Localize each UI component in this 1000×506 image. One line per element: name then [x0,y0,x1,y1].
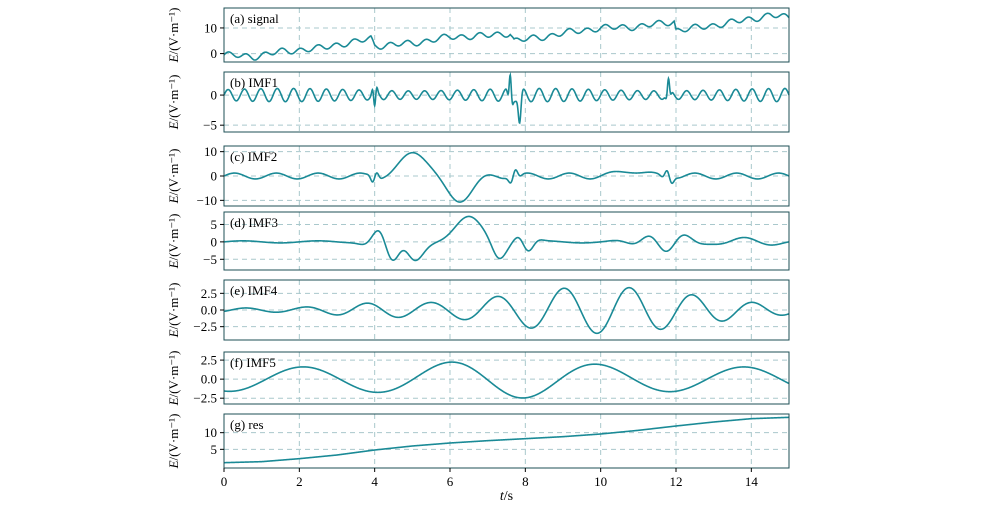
y-axis-label-unit: /(V·m⁻¹) [166,214,181,261]
axes-frame [223,413,790,469]
y-tick-label: 0.0 [201,303,217,318]
panel-label: (b) IMF1 [230,75,278,90]
series-line-imf2 [223,151,790,203]
axes-frame [223,351,790,405]
y-axis-label-unit: /(V·m⁻¹) [166,283,181,330]
panel-label: (d) IMF3 [230,215,278,230]
panel-1: 0 10 (a) signal E/(V·m⁻¹) [166,7,790,64]
y-tick-label: 10 [204,144,217,159]
y-axis-label: E/(V·m⁻¹) [166,351,181,407]
y-tick-label: −2.5 [193,319,217,334]
y-axis-label-var: E [166,195,181,204]
panel-label: (a) signal [230,11,279,26]
panel-4: 5 0 −5 (d) IMF3 E/(V·m⁻¹) [166,211,790,271]
y-tick-label: 2.5 [201,286,217,301]
x-tick-label: 2 [296,474,303,489]
y-tick-label: 0 [211,234,218,249]
y-axis-label-unit: /(V·m⁻¹) [166,149,181,196]
series-line-imf5 [223,361,790,399]
y-tick-label: 0 [211,88,218,103]
y-axis-label-var: E [166,54,181,63]
panel-3: 10 0 −10 (c) IMF2 E/(V·m⁻¹) [166,144,790,208]
panel-label: (c) IMF2 [230,149,277,164]
y-axis-label-var: E [166,329,181,338]
y-tick-label: −5 [203,252,217,267]
x-tick-label: 4 [371,474,378,489]
series-line-imf3 [223,215,790,262]
panel-label: (f) IMF5 [230,355,276,370]
x-axis-label-unit: /s [504,489,513,504]
panel-label: (g) res [230,417,264,432]
y-tick-label: −10 [197,193,217,208]
y-tick-label: 5 [211,442,218,457]
y-tick-label: 10 [204,425,217,440]
y-axis-label: E/(V·m⁻¹) [166,75,181,131]
series-line-imf1 [223,71,790,125]
y-tick-label: 10 [204,20,217,35]
y-axis-label: E/(V·m⁻¹) [166,283,181,339]
y-axis-label: E/(V·m⁻¹) [166,149,181,205]
y-tick-label: 5 [211,217,218,232]
x-tick-label: 10 [594,474,607,489]
y-tick-label: 0.0 [201,372,217,387]
series-line-res [223,416,790,464]
panel-label: (e) IMF4 [230,283,278,298]
panel-6: 2.5 0.0 −2.5 (f) IMF5 E/(V·m⁻¹) [166,351,790,407]
y-tick-label: 2.5 [201,353,217,368]
axes-frame [223,211,790,271]
x-tick-label: 0 [221,474,228,489]
y-axis-label: E/(V·m⁻¹) [166,414,181,470]
x-axis-label-var: t [500,489,505,504]
y-axis-label-unit: /(V·m⁻¹) [166,75,181,122]
y-axis-label-var: E [166,460,181,469]
y-axis-label: E/(V·m⁻¹) [166,8,181,64]
x-tick-label: 12 [670,474,683,489]
x-axis-label: t/s [500,489,513,504]
panel-2: 0 −5 (b) IMF1 E/(V·m⁻¹) [166,71,790,133]
panel-7: 10 5 (g) res E/(V·m⁻¹) 0 2 4 6 8 10 12 14 [166,413,790,489]
y-tick-label: −5 [203,118,217,133]
y-axis-label-unit: /(V·m⁻¹) [166,414,181,461]
y-tick-label: −2.5 [193,391,217,406]
series-line-imf4 [223,286,790,335]
axes-frame [223,71,790,133]
y-tick-label: 0 [211,169,218,184]
y-axis-label-unit: /(V·m⁻¹) [166,8,181,55]
x-tick-label: 6 [447,474,454,489]
y-axis-label-var: E [166,397,181,406]
y-axis-label-unit: /(V·m⁻¹) [166,351,181,398]
series-line-signal [223,12,790,61]
axes-frame [223,7,790,63]
y-axis-label-var: E [166,121,181,130]
y-tick-label: 0 [211,46,218,61]
y-axis-label-var: E [166,260,181,269]
panel-5: 2.5 0.0−2.5 (e) IMF4 E/(V·m⁻¹) [166,279,790,341]
x-tick-label: 8 [522,474,529,489]
y-axis-label: E/(V·m⁻¹) [166,214,181,270]
x-tick-label: 14 [745,474,759,489]
